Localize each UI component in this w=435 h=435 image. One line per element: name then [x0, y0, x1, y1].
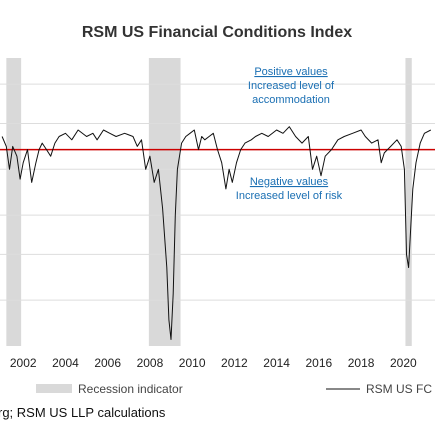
source-note: rg; RSM US LLP calculations: [0, 405, 166, 420]
chart-title: RSM US Financial Conditions Index: [82, 24, 352, 41]
recession-band-2: [405, 58, 412, 346]
negative-annotation-head: Negative values: [250, 176, 329, 188]
x-tick-label-2002: 2002: [10, 356, 37, 370]
x-tick-label-2020: 2020: [390, 356, 417, 370]
x-axis-ticks: 2002 2004 2006 2008 2010 2012 2014 2016 2018 2020: [10, 356, 417, 370]
positive-annotation: Positive values Increased level of accom…: [248, 66, 335, 106]
legend-recession-label: Recession indicator: [78, 382, 183, 396]
recession-bands: [6, 58, 412, 346]
x-tick-label-2010: 2010: [179, 356, 206, 370]
series-layer: [1, 126, 432, 340]
positive-annotation-line2: accommodation: [252, 94, 330, 106]
x-tick-label-2016: 2016: [306, 356, 333, 370]
legend: Recession indicator RSM US FC: [36, 382, 432, 396]
x-tick-label-2014: 2014: [263, 356, 290, 370]
positive-annotation-head: Positive values: [254, 66, 328, 78]
recession-band-1: [148, 58, 181, 346]
x-tick-label-2006: 2006: [94, 356, 121, 370]
x-tick-label-2018: 2018: [348, 356, 375, 370]
recession-band-0: [6, 58, 22, 346]
x-tick-label-2004: 2004: [52, 356, 79, 370]
legend-recession-swatch: [36, 384, 72, 393]
legend-series-label: RSM US FC: [366, 382, 432, 396]
series-line-0: [1, 126, 432, 340]
positive-annotation-line1: Increased level of: [248, 80, 335, 92]
x-tick-label-2012: 2012: [221, 356, 248, 370]
x-tick-label-2008: 2008: [137, 356, 164, 370]
gridlines: [0, 83, 435, 301]
negative-annotation-line1: Increased level of risk: [236, 190, 343, 202]
negative-annotation: Negative values Increased level of risk: [236, 176, 343, 202]
